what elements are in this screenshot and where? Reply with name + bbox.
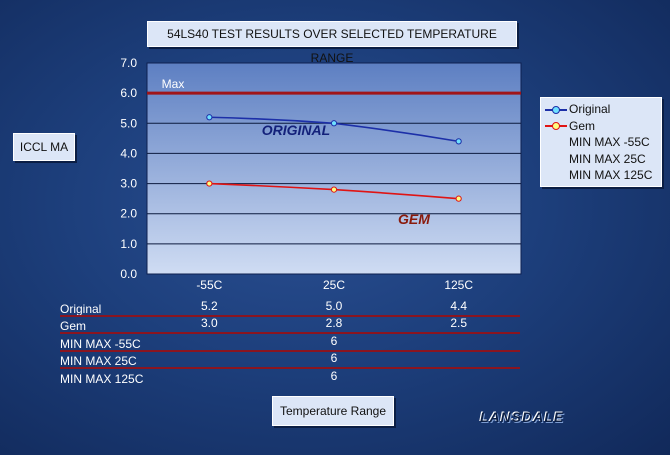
- table-divider: [60, 367, 520, 369]
- y-tick-label: 2.0: [120, 207, 137, 221]
- table-row: MIN MAX 25C 6: [60, 351, 520, 370]
- annotation-gem: GEM: [398, 211, 430, 227]
- table-row-label: Original: [60, 302, 102, 316]
- y-tick-label: 5.0: [120, 116, 137, 130]
- legend: Original Gem MIN MAX -55C MIN MAX 25C MIN MA…: [540, 97, 662, 187]
- table-cell: 6: [330, 334, 338, 348]
- x-tick-label: 25C: [323, 278, 345, 292]
- data-point-original: [206, 114, 213, 121]
- legend-label: MIN MAX -55C: [569, 135, 650, 149]
- brand-logo: LANSDALE: [480, 409, 565, 425]
- table-row-label: MIN MAX 125C: [60, 372, 144, 386]
- table-cell: 3.0: [200, 316, 218, 330]
- table-divider: [60, 350, 520, 352]
- legend-item: MIN MAX -55C: [545, 134, 650, 150]
- annotation-original: ORIGINAL: [262, 122, 330, 138]
- legend-swatch: [545, 154, 567, 164]
- y-axis-label: ICCL MA: [13, 133, 75, 161]
- table-cell: 2.5: [450, 316, 467, 330]
- legend-label: MIN MAX 25C: [569, 151, 646, 166]
- chart-title: 54LS40 TEST RESULTS OVER SELECTED TEMPER…: [147, 21, 517, 65]
- table-cell: 6: [330, 351, 338, 365]
- plot-area: [146, 62, 522, 275]
- y-tick-label: 0.0: [120, 267, 137, 281]
- legend-item: Original: [545, 101, 610, 117]
- legend-swatch: [545, 105, 567, 115]
- table-row-label: MIN MAX -55C: [60, 337, 141, 351]
- legend-swatch: [545, 138, 567, 148]
- data-point-gem: [206, 180, 213, 187]
- table-cell: 2.8: [325, 316, 343, 330]
- legend-item: MIN MAX 25C: [545, 151, 646, 167]
- data-point-gem: [455, 195, 462, 202]
- legend-item: MIN MAX 125C: [545, 167, 652, 183]
- y-tick-label: 6.0: [120, 86, 137, 100]
- legend-item: Gem: [545, 118, 595, 134]
- legend-label: Original: [569, 102, 611, 116]
- x-tick-label: -55C: [196, 278, 222, 292]
- x-axis-label: Temperature Range: [272, 396, 394, 426]
- table-row-label: MIN MAX 25C: [60, 354, 137, 368]
- table-row: Original 5.2 5.0 4.4: [60, 299, 520, 318]
- table-row-label: Gem: [60, 319, 87, 333]
- legend-swatch: [545, 121, 567, 131]
- y-tick-label: 3.0: [120, 177, 137, 191]
- legend-label: Gem: [569, 118, 596, 133]
- table-cell: 5.2: [200, 299, 218, 313]
- legend-label: MIN MAX 125C: [569, 168, 653, 182]
- legend-swatch: [545, 171, 567, 181]
- data-point-gem: [330, 186, 338, 193]
- max-label: Max: [162, 77, 185, 91]
- y-tick-label: 4.0: [120, 146, 137, 160]
- table-row: Gem 3.0 2.8 2.5: [60, 316, 520, 335]
- data-point-original: [455, 138, 462, 145]
- table-cell: 4.4: [450, 299, 467, 313]
- table-cell: 5.0: [325, 299, 343, 313]
- x-tick-label: 125C: [444, 278, 473, 292]
- table-divider: [60, 332, 520, 334]
- table-divider: [60, 315, 520, 317]
- y-tick-label: 7.0: [120, 56, 137, 70]
- data-point-original: [330, 120, 338, 127]
- table-row: MIN MAX -55C 6: [60, 334, 520, 353]
- y-tick-label: 1.0: [120, 237, 137, 251]
- table-row: MIN MAX 125C 6: [60, 369, 520, 388]
- table-cell: 6: [330, 369, 338, 383]
